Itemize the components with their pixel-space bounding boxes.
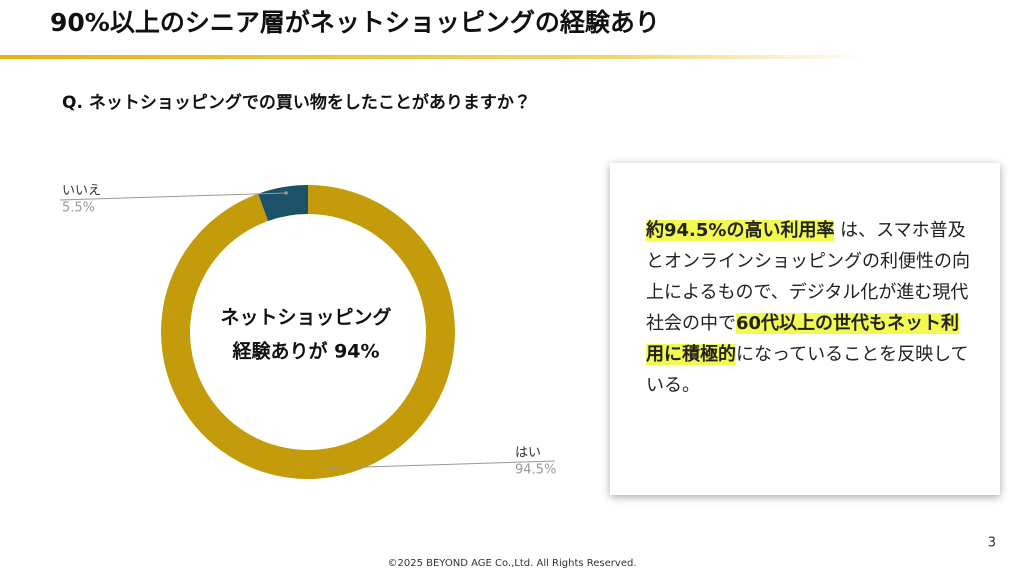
leader-dot — [284, 191, 288, 195]
page-number: 3 — [988, 536, 996, 551]
donut-slice — [161, 185, 455, 480]
slice-label: はい — [515, 446, 541, 461]
center-label: ネットショッピング — [220, 306, 391, 329]
body-text: は、スマホ普及とオンラインショッピングの利便性の向上によるもので、デジタル化が進… — [646, 220, 970, 334]
footer: ©2025 BEYOND AGE Co.,Ltd. All Rights Res… — [387, 558, 636, 569]
center-label: 経験ありが 94% — [231, 340, 379, 363]
slice-value-label: 5.5% — [62, 201, 95, 216]
slice-value-label: 94.5% — [515, 463, 556, 478]
highlight-text: 約94.5%の高い利用率 — [646, 220, 835, 241]
leader-dot — [331, 466, 335, 470]
body-text: になっていることを反映している。 — [646, 344, 969, 396]
slice-label: いいえ — [62, 184, 101, 199]
donut-slice — [258, 185, 308, 221]
title-underline — [0, 55, 870, 59]
leader-line — [59, 192, 287, 201]
leader-line — [332, 460, 556, 469]
slide-title: 90%以上のシニア層がネットショッピングの経験あり — [50, 8, 660, 37]
callout-box: 約94.5%の高い利用率 は、スマホ普及とオンラインショッピングの利便性の向上に… — [610, 163, 1000, 495]
question: Q. ネットショッピングでの買い物をしたことがありますか？ — [62, 92, 531, 113]
